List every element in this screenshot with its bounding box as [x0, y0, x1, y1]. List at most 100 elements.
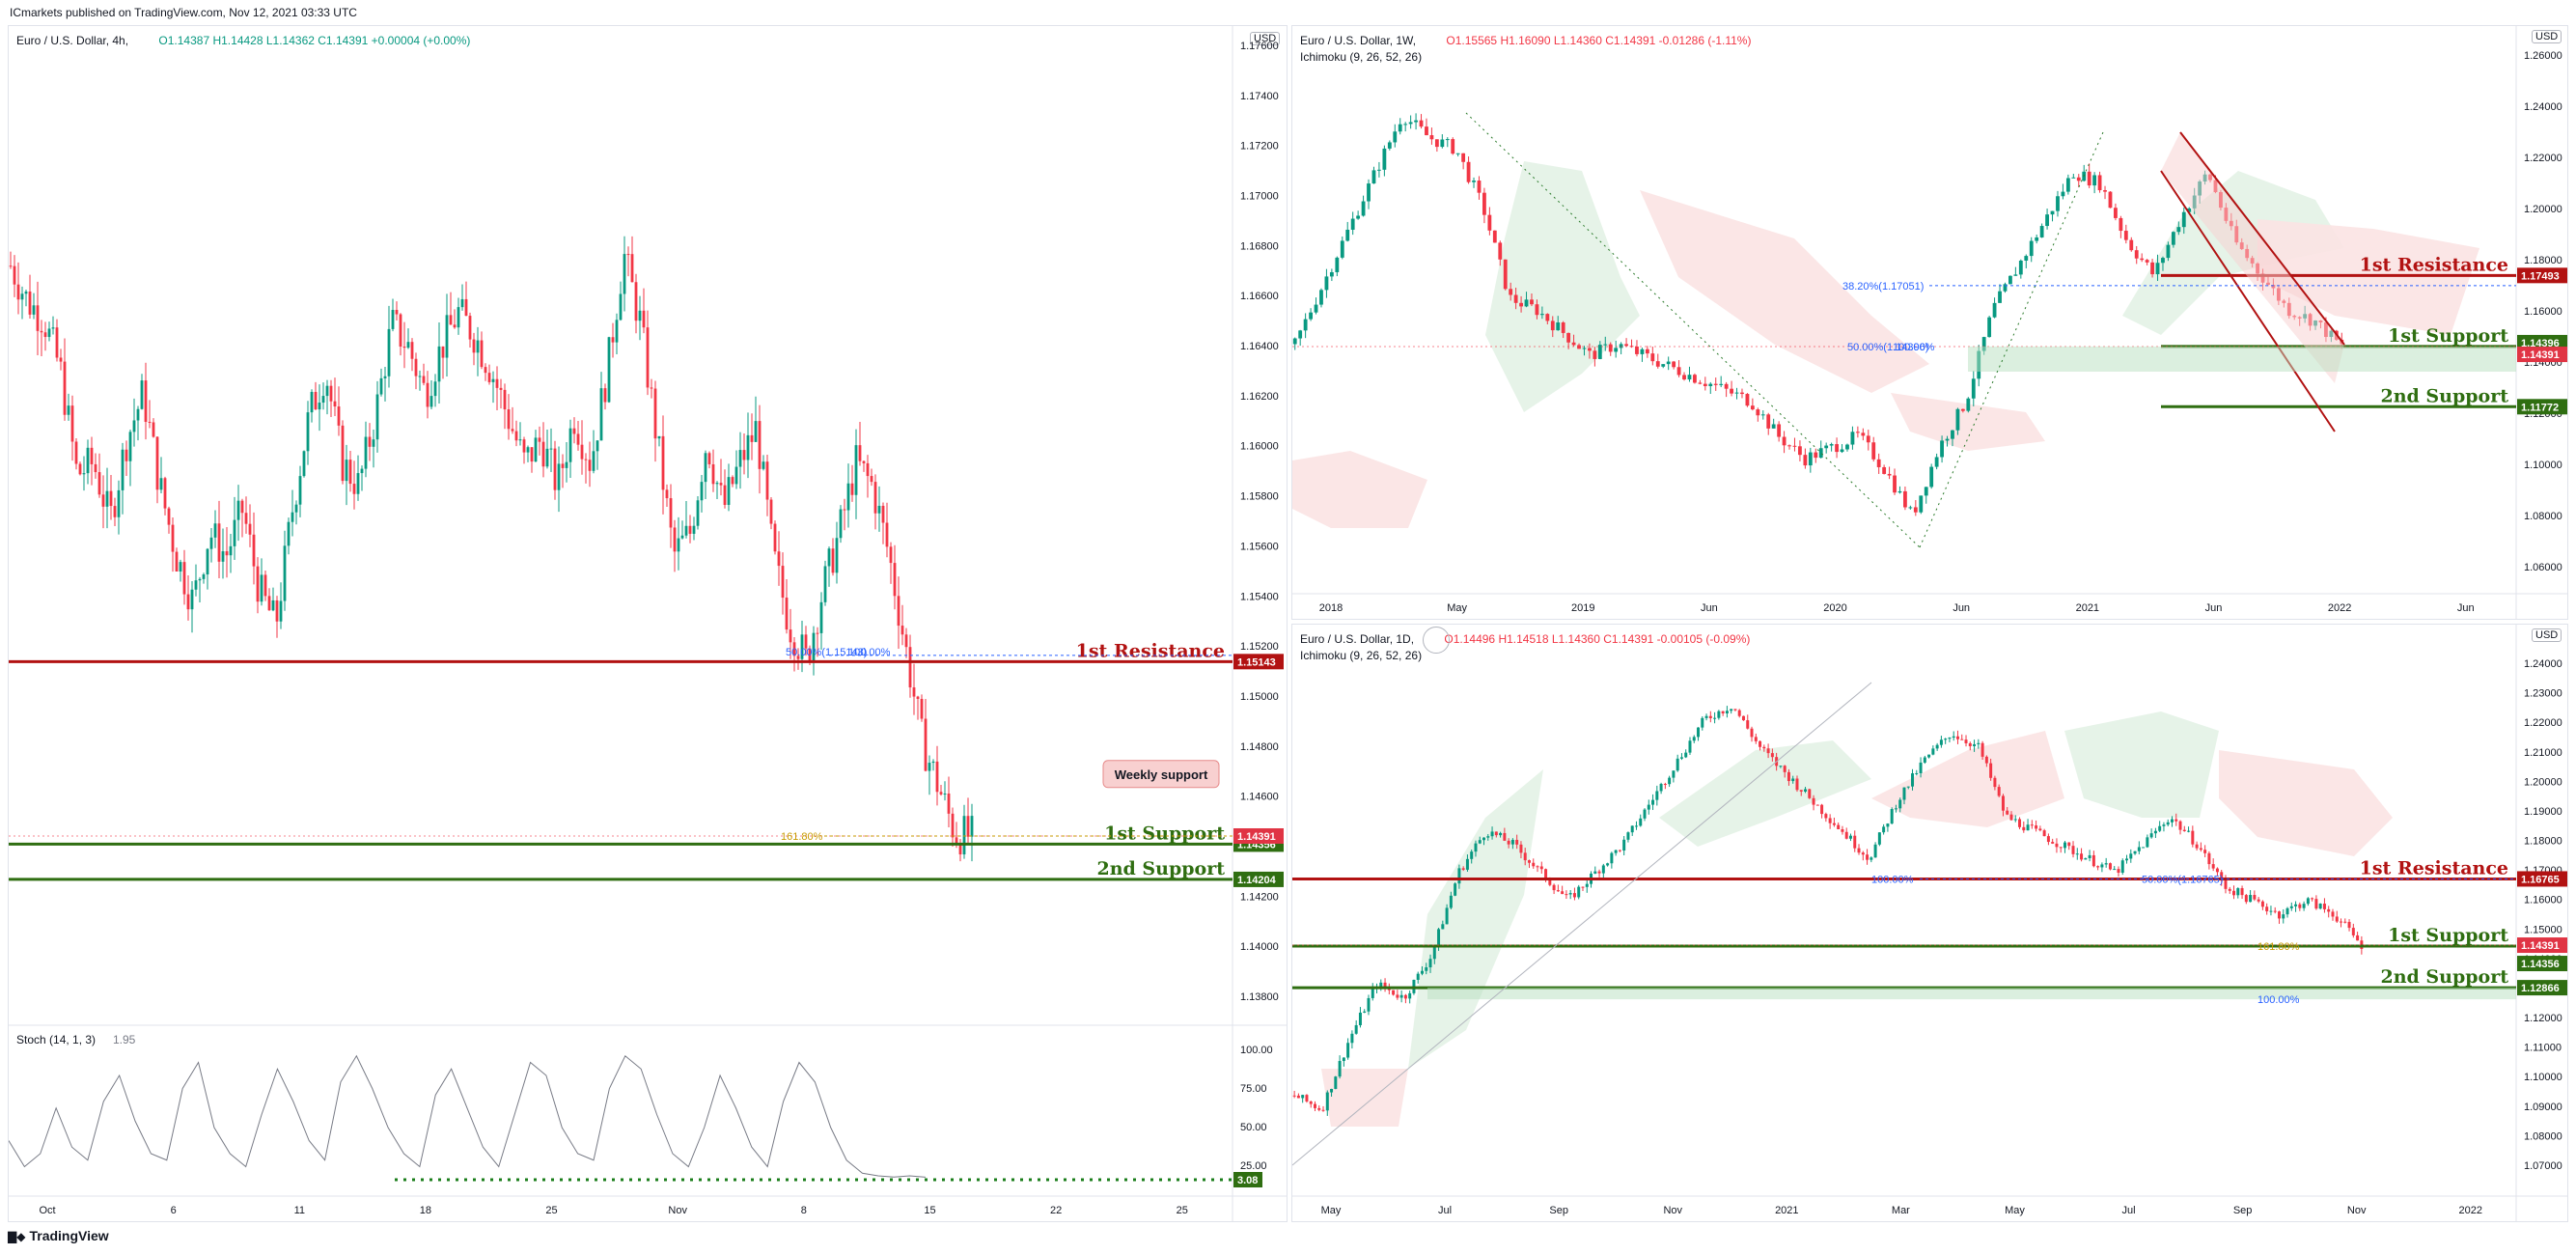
candle-body — [2050, 210, 2055, 215]
candle-body — [1877, 832, 1881, 845]
support-2-tag: 1.12866 — [2521, 983, 2560, 994]
candle-body — [754, 421, 758, 442]
candle-body — [202, 574, 206, 579]
candle-body — [1795, 778, 1799, 791]
candle-body — [345, 460, 348, 482]
candle-body — [955, 837, 958, 845]
candle-body — [1568, 893, 1572, 895]
x-tick-label: Nov — [2347, 1205, 2367, 1216]
resistance-1-tag-bg — [2517, 267, 2567, 284]
candle-body — [1968, 742, 1972, 746]
candle-body — [275, 600, 279, 622]
chart-panel-4h[interactable]: Euro / U.S. Dollar, 4h, O1.14387 H1.1442… — [8, 25, 1288, 1222]
candle-body — [2335, 916, 2339, 922]
candle-body — [1966, 398, 1971, 411]
tradingview-footer[interactable]: ▇◆ TradingView — [8, 1228, 109, 1243]
candle-body — [1597, 871, 1601, 874]
candle-body — [368, 436, 372, 447]
candle-body — [1792, 445, 1797, 447]
x-tick-label: 15 — [924, 1205, 935, 1216]
candle-body — [669, 498, 673, 528]
candle-body — [1902, 787, 1906, 800]
candle-body — [260, 574, 263, 602]
candle-body — [1647, 804, 1650, 810]
candle-body — [1498, 242, 1503, 260]
currency-label[interactable]: USD — [1250, 32, 1281, 45]
x-tick-label: Jul — [2122, 1205, 2136, 1216]
candle-body — [2125, 858, 2129, 861]
candle-body — [225, 551, 229, 556]
candle-body — [90, 447, 94, 464]
candle-body — [1787, 445, 1791, 447]
candle-body — [1335, 257, 1340, 272]
price-chart-1d[interactable]: 1.24000 1.23000 1.22000 1.21000 1.20000 1.190… — [1292, 625, 2567, 1221]
candle-body — [1635, 347, 1639, 354]
candle-body — [449, 315, 453, 325]
candle-body — [530, 447, 534, 462]
fib-label-50: 50.00%(1.16765) — [2142, 874, 2223, 885]
x-tick-label: 25 — [545, 1205, 557, 1216]
currency-label[interactable]: USD — [2532, 628, 2562, 642]
candle-body — [1651, 799, 1655, 805]
indicator-label[interactable]: Ichimoku (9, 26, 52, 26) — [1300, 50, 1423, 64]
candle-body — [1997, 787, 2001, 796]
candle-body — [2285, 907, 2289, 915]
candle-body — [804, 634, 808, 649]
candle-body — [796, 655, 800, 659]
candle-body — [1572, 893, 1576, 898]
fib-label-382: 38.20%(1.17051) — [1842, 281, 1924, 293]
candle-body — [128, 432, 132, 461]
chart-panel-1d[interactable]: Euro / U.S. Dollar, 1D, O1.14496 H1.1451… — [1291, 624, 2568, 1222]
indicator-label[interactable]: Ichimoku (9, 26, 52, 26) — [1300, 649, 1423, 662]
descending-channel — [2161, 132, 2344, 383]
candle-body — [2273, 910, 2277, 912]
candle-body — [13, 265, 16, 285]
candle-body — [1530, 299, 1534, 305]
candle-body — [831, 548, 835, 573]
candle-body — [738, 450, 742, 467]
candle-body — [1314, 304, 1318, 313]
currency-label[interactable]: USD — [2532, 30, 2562, 43]
candle-body — [1367, 997, 1371, 1012]
chart-panel-1w[interactable]: Euro / U.S. Dollar, 1W, O1.15565 H1.1609… — [1291, 25, 2568, 620]
candle-body — [1619, 344, 1623, 349]
candle-body — [167, 508, 171, 525]
candle-body — [1808, 452, 1813, 466]
candle-body — [32, 305, 36, 315]
candle-body — [1593, 871, 1597, 874]
ichimoku-cloud — [2257, 219, 2479, 335]
price-chart-1w[interactable]: 1.26000 1.24000 1.22000 1.20000 1.18000 1.160… — [1292, 26, 2567, 619]
circle-marker-icon[interactable] — [1423, 627, 1450, 654]
candle-body — [1779, 766, 1783, 767]
x-tick-label: 2021 — [2076, 602, 2099, 614]
candle-body — [1472, 181, 1476, 182]
candle-body — [155, 436, 159, 490]
y-tick-label: 1.24000 — [2524, 658, 2562, 670]
candle-body — [2294, 904, 2298, 906]
candle-body — [283, 545, 287, 601]
candle-body — [2134, 250, 2139, 259]
candle-body — [1340, 240, 1344, 258]
candle-body — [514, 431, 518, 441]
candle-body — [1545, 314, 1550, 321]
candle-body — [441, 346, 445, 358]
candle-body — [321, 396, 325, 404]
ohlc-high: H1.14428 — [212, 34, 263, 47]
candle-body — [1754, 737, 1758, 741]
candle-body — [36, 305, 40, 331]
candle-body — [534, 437, 538, 462]
candle-body — [1730, 388, 1733, 394]
candle-body — [213, 523, 217, 538]
candle-body — [592, 451, 596, 471]
candle-body — [1440, 139, 1445, 148]
candle-body — [47, 328, 51, 338]
candle-body — [858, 445, 862, 461]
candle-body — [1824, 445, 1829, 449]
x-tick-label: Jun — [1953, 602, 1970, 614]
price-chart-4h[interactable]: 1.17600 1.17400 1.17200 1.17000 1.16800 1.166… — [9, 26, 1287, 1221]
candle-body — [1371, 988, 1374, 998]
candle-body — [812, 632, 816, 661]
candle-body — [402, 347, 406, 349]
candle-body — [1945, 438, 1950, 441]
ichimoku-cloud — [2064, 711, 2219, 818]
